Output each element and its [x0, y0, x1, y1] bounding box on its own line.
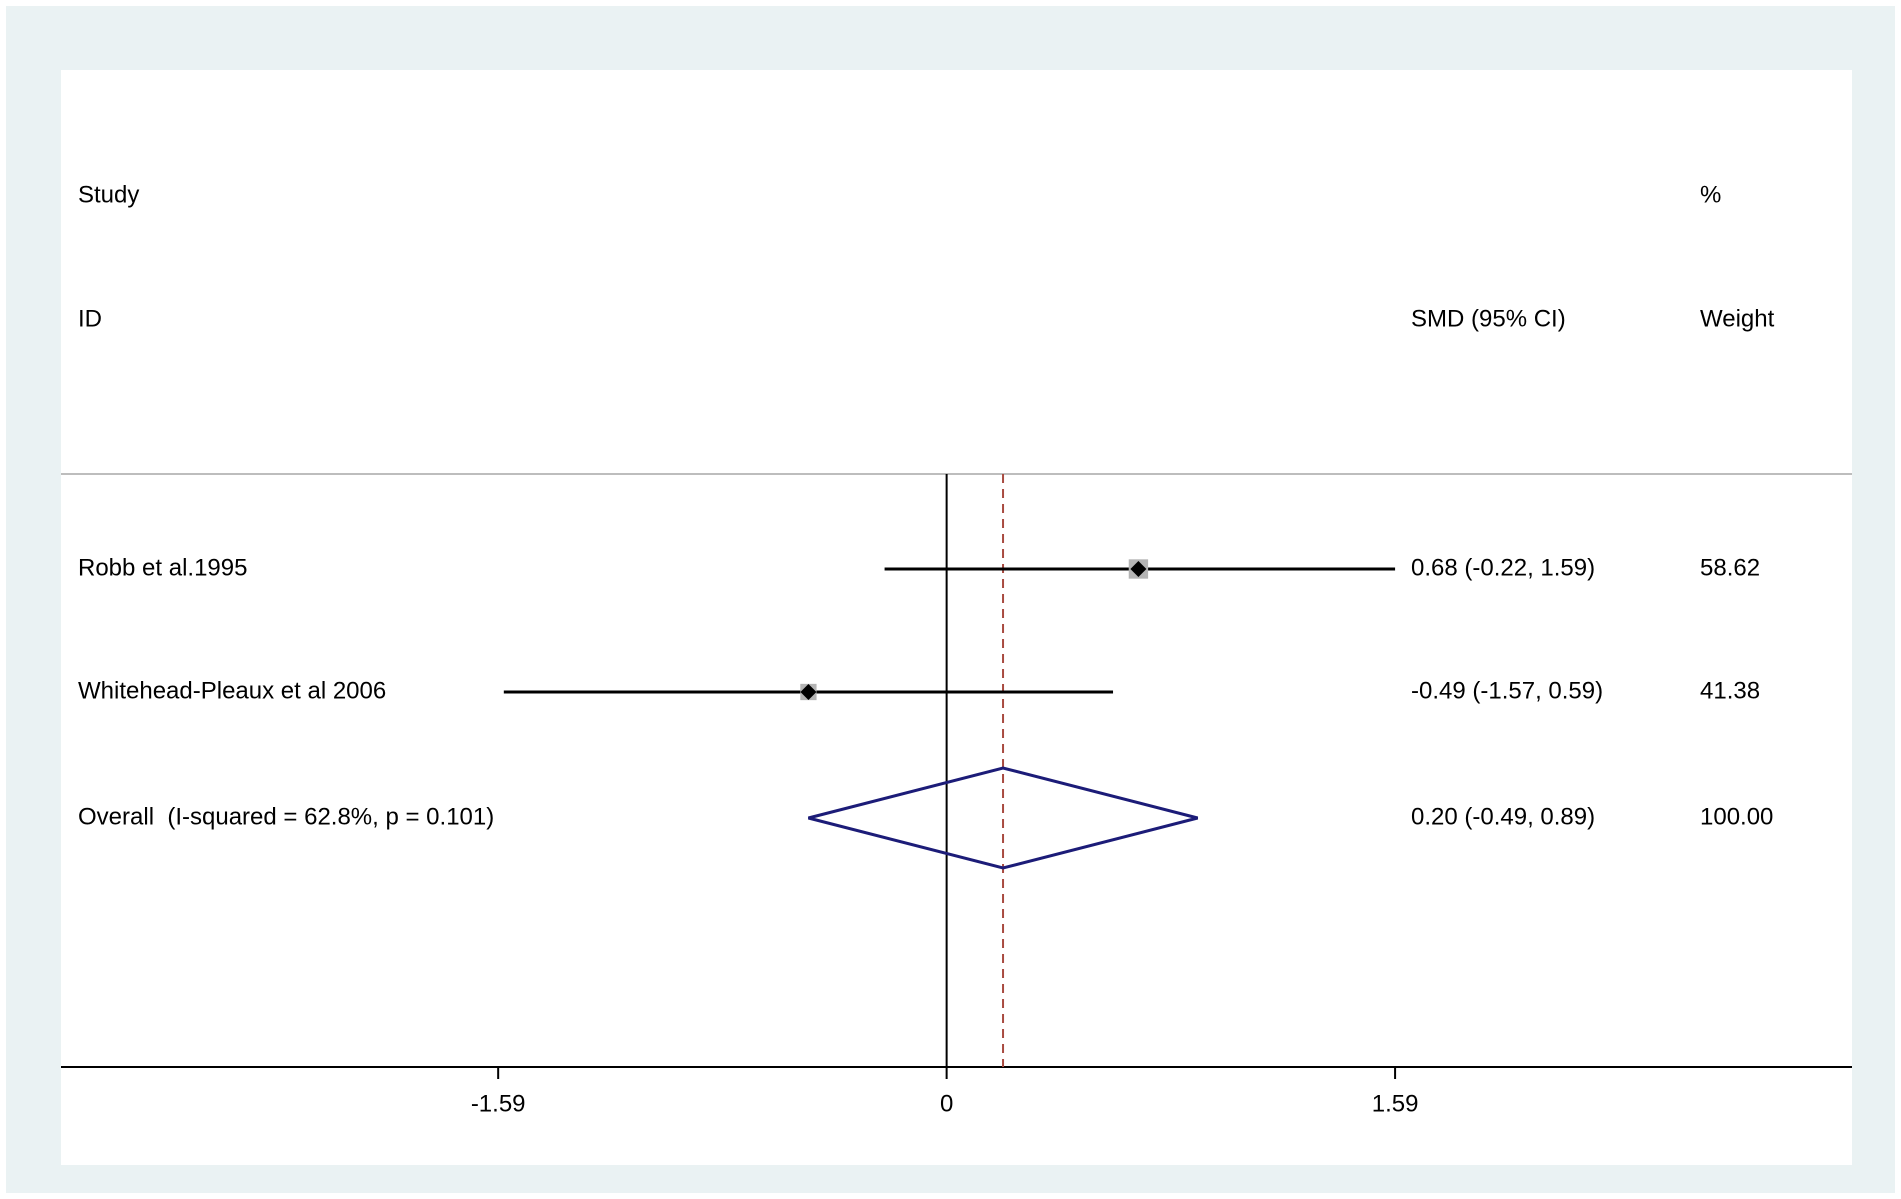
header-study: Study	[78, 181, 139, 208]
weight-label: 58.62	[1700, 554, 1760, 581]
study-name: Robb et al.1995	[78, 554, 247, 581]
overall-diamond	[808, 766, 1199, 870]
point-estimate	[1130, 561, 1147, 577]
weight-label: 100.00	[1700, 803, 1773, 830]
x-tick-label: -1.59	[471, 1090, 526, 1117]
weight-label: 41.38	[1700, 677, 1760, 704]
x-tick-label: 1.59	[1372, 1090, 1419, 1117]
effect-label: 0.68 (-0.22, 1.59)	[1411, 554, 1595, 581]
effect-label: 0.20 (-0.49, 0.89)	[1411, 803, 1595, 830]
x-tick-label: 0	[940, 1090, 953, 1117]
plot-region	[61, 70, 1852, 1165]
effect-label: -0.49 (-1.57, 0.59)	[1411, 677, 1603, 704]
header-id: ID	[78, 305, 102, 332]
header-weight-top: %	[1700, 181, 1721, 208]
point-estimate	[800, 684, 817, 700]
header-weight: Weight	[1700, 305, 1775, 332]
header-effect: SMD (95% CI)	[1411, 305, 1566, 332]
overall-name: Overall (I-squared = 62.8%, p = 0.101)	[78, 803, 494, 830]
study-name: Whitehead-Pleaux et al 2006	[78, 677, 386, 704]
